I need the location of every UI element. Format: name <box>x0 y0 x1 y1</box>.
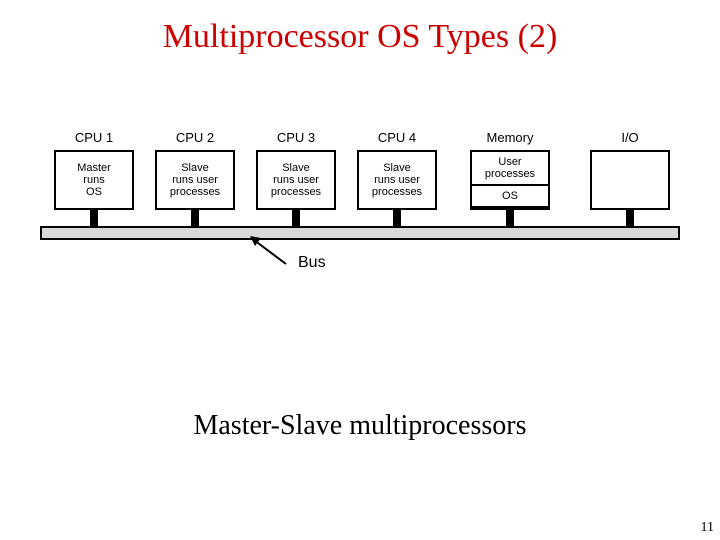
memory-cell-1: OS <box>470 184 550 208</box>
memory-label: Memory <box>470 130 550 145</box>
page-number: 11 <box>701 520 714 536</box>
diagram-area: CPU 1 MasterrunsOS CPU 2 Slaveruns userproc… <box>40 130 680 350</box>
slide: Multiprocessor OS Types (2) CPU 1 Masterr… <box>0 0 720 540</box>
cpu1-box: MasterrunsOS <box>54 150 134 210</box>
cpu4-stub <box>393 210 401 226</box>
cpu4-label: CPU 4 <box>357 130 437 145</box>
cpu2-label: CPU 2 <box>155 130 235 145</box>
io-box <box>590 150 670 210</box>
memory-cell-0: Userprocesses <box>470 150 550 186</box>
io-label: I/O <box>590 130 670 145</box>
cpu3-box: Slaveruns userprocesses <box>256 150 336 210</box>
cpu2-stub <box>191 210 199 226</box>
slide-title: Multiprocessor OS Types (2) <box>0 18 720 56</box>
io-stub <box>626 210 634 226</box>
cpu1-label: CPU 1 <box>54 130 134 145</box>
cpu3-stub <box>292 210 300 226</box>
bus-fill <box>42 228 678 238</box>
memory-stub <box>506 210 514 226</box>
cpu1-stub <box>90 210 98 226</box>
slide-subtitle: Master-Slave multiprocessors <box>0 410 720 442</box>
bus-pointer-line <box>253 239 286 265</box>
cpu4-box: Slaveruns userprocesses <box>357 150 437 210</box>
bus-label: Bus <box>298 254 326 272</box>
cpu2-box: Slaveruns userprocesses <box>155 150 235 210</box>
cpu3-label: CPU 3 <box>256 130 336 145</box>
